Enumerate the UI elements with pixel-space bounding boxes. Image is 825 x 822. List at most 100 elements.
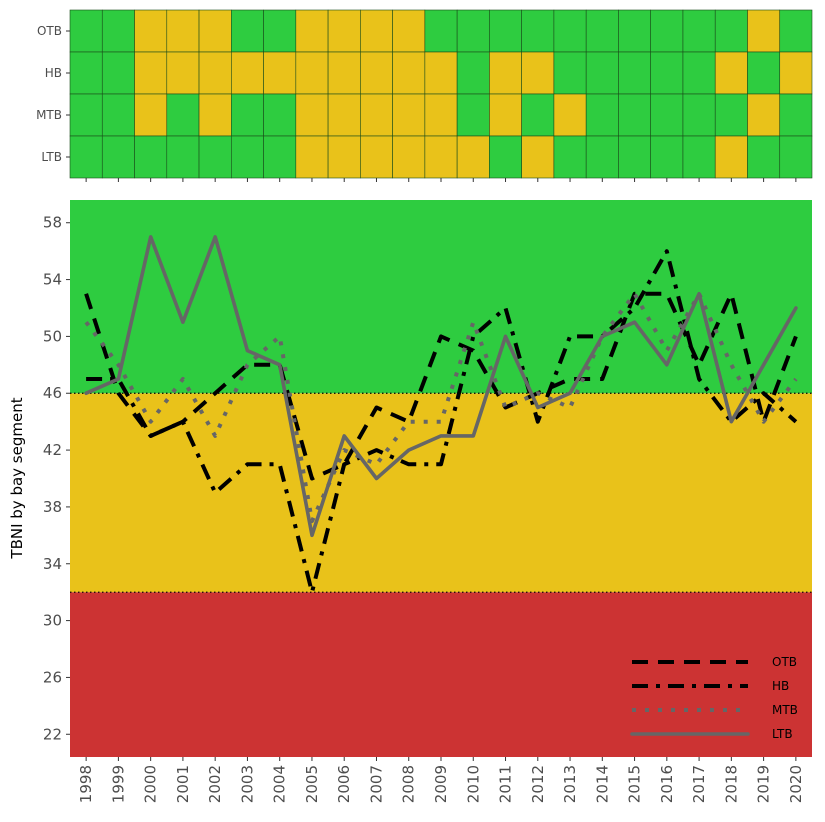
heatmap-cell: [263, 135, 297, 179]
y-tick-label: 46: [43, 384, 62, 402]
heatmap-cell: [198, 51, 232, 95]
series-line-otb: [84, 291, 798, 481]
heatmap-cell: [295, 93, 329, 137]
x-tick-label: 2011: [497, 765, 515, 803]
heatmap-cell: [747, 135, 781, 179]
threshold-band: [70, 592, 812, 757]
heatmap-cell: [360, 93, 393, 137]
x-tick-label: 1998: [77, 765, 95, 803]
x-tick-label: 2003: [238, 765, 256, 803]
heatmap-cell: [521, 135, 555, 179]
heatmap-cell: [650, 51, 684, 95]
heatmap-cell: [424, 9, 458, 53]
heatmap-cell: [553, 135, 587, 179]
heatmap-cell: [231, 135, 264, 179]
heatmap-cell: [424, 135, 458, 179]
heatmap-cell: [360, 51, 393, 95]
y-tick-label: 42: [43, 441, 62, 459]
y-tick-label: 38: [43, 498, 62, 516]
heatmap-cell: [747, 93, 781, 137]
x-tick-label: 2007: [367, 765, 385, 803]
x-tick-label: 2012: [529, 765, 547, 803]
heatmap-cell: [585, 51, 619, 95]
heatmap-cell: [360, 135, 393, 179]
heatmap-row-label: OTB: [37, 24, 62, 38]
heatmap-cell: [295, 135, 329, 179]
legend-label-mtb: MTB: [772, 703, 798, 717]
y-axis-title: TBNI by bay segment: [8, 397, 26, 559]
legend-label-hb: HB: [772, 679, 789, 693]
line-chart-panel: 22 26 30 34 38 42 46 50 54 58 1998 1999 2000 2001 2002…: [43, 200, 812, 803]
heatmap-cell: [489, 51, 522, 95]
heatmap-cell: [489, 135, 522, 179]
heatmap-cell: [392, 51, 426, 95]
heatmap-cell: [231, 93, 264, 137]
heatmap-cell: [360, 9, 393, 53]
heatmap-cell: [682, 93, 716, 137]
heatmap-cell: [747, 9, 781, 53]
heatmap-cell: [263, 93, 297, 137]
heatmap-cell: [618, 93, 651, 137]
heatmap-cell: [456, 9, 490, 53]
heatmap-cell: [585, 93, 619, 137]
heatmap-cell: [69, 135, 103, 179]
heatmap-cell: [198, 9, 232, 53]
heatmap-cell: [101, 93, 135, 137]
heatmap-cell: [682, 51, 716, 95]
y-tick-label: 30: [43, 612, 62, 630]
heatmap-cell: [779, 9, 813, 53]
heatmap-cell: [231, 9, 264, 53]
x-tick-label: 2005: [303, 765, 321, 803]
x-tick-label: 2013: [561, 765, 579, 803]
heatmap-cell: [779, 93, 813, 137]
heatmap-cell: [779, 135, 813, 179]
x-tick-label: 2000: [142, 765, 160, 803]
heatmap-cell: [327, 51, 361, 95]
x-tick-label: 2014: [593, 765, 611, 803]
heatmap-cell: [101, 9, 135, 53]
heatmap-cell: [618, 51, 651, 95]
heatmap-cell: [650, 9, 684, 53]
heatmap-row-label: LTB: [41, 150, 62, 164]
x-tick-label: 2018: [722, 765, 740, 803]
heatmap-cell: [69, 51, 103, 95]
heatmap-cell: [69, 9, 103, 53]
legend-label-otb: OTB: [772, 655, 797, 669]
heatmap-cell: [521, 93, 555, 137]
heatmap-cell: [553, 51, 587, 95]
heatmap-cell: [392, 135, 426, 179]
heatmap-cell: [618, 9, 651, 53]
heatmap-cell: [553, 93, 587, 137]
heatmap-cell: [714, 9, 748, 53]
y-tick-label: 50: [43, 327, 62, 345]
series-line-hb: [86, 249, 798, 595]
y-tick-label: 58: [43, 214, 62, 232]
y-tick-label: 34: [43, 555, 62, 573]
heatmap-cell: [392, 93, 426, 137]
heatmap-cell: [327, 135, 361, 179]
heatmap-cell: [747, 51, 781, 95]
x-tick-label: 2006: [335, 765, 353, 803]
heatmap-cell: [585, 135, 619, 179]
heatmap-cell: [295, 51, 329, 95]
x-tick-label: 2020: [787, 765, 805, 803]
heatmap-cell: [198, 135, 232, 179]
heatmap-cell: [166, 51, 200, 95]
heatmap-cell: [650, 135, 684, 179]
x-tick-label: 2016: [658, 765, 676, 803]
heatmap-cell: [198, 93, 232, 137]
heatmap-cell: [456, 93, 490, 137]
heatmap-cell: [489, 93, 522, 137]
heatmap-cell: [424, 93, 458, 137]
heatmap-cell: [134, 51, 168, 95]
heatmap-cell: [263, 51, 297, 95]
series-line-ltb: [84, 235, 798, 538]
y-tick-label: 54: [43, 271, 62, 289]
x-tick-label: 2015: [626, 765, 644, 803]
heatmap-cell: [263, 9, 297, 53]
legend-label-ltb: LTB: [772, 727, 793, 741]
threshold-band: [70, 393, 812, 593]
heatmap-cell: [521, 9, 555, 53]
heatmap-cell: [489, 9, 522, 53]
